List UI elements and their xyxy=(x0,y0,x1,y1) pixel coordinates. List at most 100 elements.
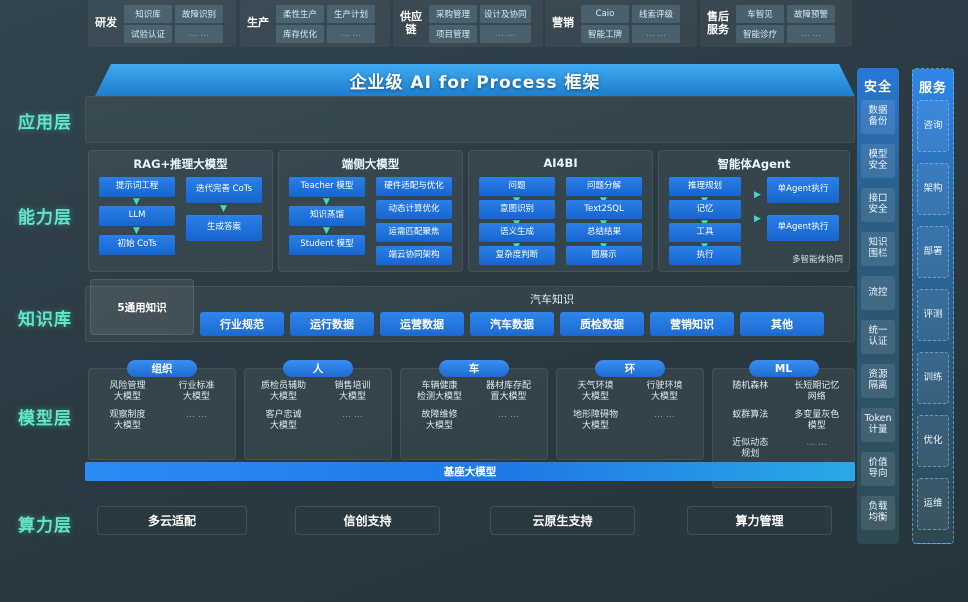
security-item[interactable]: 接口 安全 xyxy=(861,188,895,222)
app-group-0[interactable]: 研发 知识库 试验认证 故障识别… … xyxy=(88,0,236,47)
ability-chip[interactable]: 提示词工程 xyxy=(99,177,175,197)
model-item[interactable]: 随机森林 xyxy=(732,381,769,391)
app-chip[interactable]: 柔性生产 xyxy=(276,4,324,23)
app-group-2[interactable]: 供应链 采购管理 项目管理 设计及协同… … xyxy=(393,0,543,47)
model-item[interactable]: 天气环境 大模型 xyxy=(577,381,614,403)
ability-chip[interactable]: Text2SQL xyxy=(566,200,642,219)
model-item[interactable]: 车辆健康 检测大模型 xyxy=(416,381,462,403)
security-item[interactable]: 负载 均衡 xyxy=(861,496,895,530)
ability-chip[interactable]: 端云协同架构 xyxy=(376,246,452,265)
ability-chip[interactable]: 知识蒸馏 xyxy=(289,206,365,226)
app-chip[interactable]: 生产计划 xyxy=(327,4,375,23)
app-chip[interactable]: 设计及协同 xyxy=(480,4,531,23)
app-chip[interactable]: 故障预警 xyxy=(787,4,835,23)
compute-chip[interactable]: 多云适配 xyxy=(97,506,247,535)
ability-chip[interactable]: 单Agent执行 xyxy=(767,215,839,241)
model-item[interactable]: 销售培训 大模型 xyxy=(334,381,371,403)
security-item[interactable]: 数据 备份 xyxy=(861,100,895,134)
ability-chip[interactable]: 推理规划 xyxy=(669,177,741,196)
app-chip[interactable]: 库存优化 xyxy=(276,24,324,43)
kb-chip[interactable]: 运营数据 xyxy=(380,312,464,336)
model-column-pill[interactable]: ML xyxy=(748,360,819,377)
app-chip[interactable]: 车智见 xyxy=(736,4,784,23)
model-item[interactable]: 行业标准 大模型 xyxy=(178,381,215,403)
ability-chip[interactable]: 记忆 xyxy=(669,200,741,219)
ability-chip[interactable]: 问题分解 xyxy=(566,177,642,196)
ability-chip[interactable]: 单Agent执行 xyxy=(767,177,839,203)
model-item[interactable]: 长短期记忆 网络 xyxy=(794,381,840,403)
app-group-4[interactable]: 售后服务 车智见 智能诊疗 故障预警… … xyxy=(700,0,852,47)
ability-chip[interactable]: 问题 xyxy=(479,177,555,196)
ability-chip[interactable]: LLM xyxy=(99,206,175,226)
service-item[interactable]: 训练 xyxy=(917,352,949,404)
app-chip[interactable]: … … xyxy=(632,24,680,43)
model-item[interactable]: … … xyxy=(806,438,828,448)
service-item[interactable]: 部署 xyxy=(917,226,949,278)
ability-chip[interactable]: 复杂度判断 xyxy=(479,246,555,265)
security-item[interactable]: 统一 认证 xyxy=(861,320,895,354)
app-chip[interactable]: 智能诊疗 xyxy=(736,24,784,43)
app-group-1[interactable]: 生产 柔性生产 库存优化 生产计划… … xyxy=(240,0,390,47)
service-item[interactable]: 评测 xyxy=(917,289,949,341)
ability-chip[interactable]: 工具 xyxy=(669,223,741,242)
app-chip[interactable]: … … xyxy=(480,24,531,43)
ability-chip[interactable]: 初始 CoTs xyxy=(99,235,175,255)
ability-chip[interactable]: 生成答案 xyxy=(186,215,262,241)
ability-chip[interactable]: 硬件适配与优化 xyxy=(376,177,452,196)
ability-chip[interactable]: 总结结果 xyxy=(566,223,642,242)
service-item[interactable]: 运维 xyxy=(917,478,949,530)
app-chip[interactable]: 项目管理 xyxy=(429,24,477,43)
compute-chip[interactable]: 算力管理 xyxy=(687,506,832,535)
ability-chip[interactable]: 图展示 xyxy=(566,246,642,265)
kb-chip[interactable]: 质检数据 xyxy=(560,312,644,336)
app-group-3[interactable]: 营销 Caio 智能工牌 线索评级… … xyxy=(545,0,697,47)
ability-chip[interactable]: 语义生成 xyxy=(479,223,555,242)
model-item[interactable]: 近似动态 规划 xyxy=(732,438,769,460)
app-chip[interactable]: 智能工牌 xyxy=(581,24,629,43)
model-item[interactable]: 器材库存配 置大模型 xyxy=(485,381,531,403)
compute-chip[interactable]: 云原生支持 xyxy=(490,506,635,535)
model-column-pill[interactable]: 车 xyxy=(439,360,509,377)
security-item[interactable]: 价值 导向 xyxy=(861,452,895,486)
compute-chip[interactable]: 信创支持 xyxy=(295,506,440,535)
kb-chip[interactable]: 其他 xyxy=(740,312,824,336)
model-item[interactable]: 故障维修 大模型 xyxy=(421,409,458,431)
app-chip[interactable]: 试验认证 xyxy=(124,24,172,43)
model-item[interactable]: … … xyxy=(186,409,207,420)
model-column-pill[interactable]: 人 xyxy=(283,360,353,377)
model-column-pill[interactable]: 组织 xyxy=(127,360,197,377)
app-chip[interactable]: … … xyxy=(175,24,223,43)
model-item[interactable]: 地形障碍物 大模型 xyxy=(572,409,618,431)
ability-chip[interactable]: 运需匹配聚焦 xyxy=(376,223,452,242)
app-chip[interactable]: 采购管理 xyxy=(429,4,477,23)
app-chip[interactable]: 故障识别 xyxy=(175,4,223,23)
kb-chip[interactable]: 营销知识 xyxy=(650,312,734,336)
security-item[interactable]: 流控 xyxy=(861,276,895,310)
kb-chip[interactable]: 汽车数据 xyxy=(470,312,554,336)
app-chip[interactable]: 知识库 xyxy=(124,4,172,23)
app-chip[interactable]: 线索评级 xyxy=(632,4,680,23)
service-item[interactable]: 架构 xyxy=(917,163,949,215)
security-item[interactable]: 资源 隔离 xyxy=(861,364,895,398)
model-item[interactable]: 质检员辅助 大模型 xyxy=(260,381,306,403)
security-item[interactable]: 模型 安全 xyxy=(861,144,895,178)
security-item[interactable]: 知识 围栏 xyxy=(861,232,895,266)
model-item[interactable]: 蚁群算法 xyxy=(732,409,769,420)
model-item[interactable]: 观察制度 大模型 xyxy=(109,409,146,431)
model-item[interactable]: 行驶环境 大模型 xyxy=(646,381,683,403)
ability-chip[interactable]: 执行 xyxy=(669,246,741,265)
model-column-pill[interactable]: 环 xyxy=(595,360,665,377)
ability-chip[interactable]: Teacher 模型 xyxy=(289,177,365,197)
ability-chip[interactable]: 迭代完善 CoTs xyxy=(186,177,262,203)
model-item[interactable]: … … xyxy=(654,409,675,420)
security-item[interactable]: Token 计量 xyxy=(861,408,895,442)
ability-chip[interactable]: 意图识别 xyxy=(479,200,555,219)
app-chip[interactable]: Caio xyxy=(581,4,629,23)
model-item[interactable]: 客户忠诚 大模型 xyxy=(265,409,302,431)
model-item[interactable]: 风险管理 大模型 xyxy=(109,381,146,403)
kb-chip[interactable]: 行业规范 xyxy=(200,312,284,336)
ability-chip[interactable]: Student 模型 xyxy=(289,235,365,255)
app-chip[interactable]: … … xyxy=(787,24,835,43)
service-item[interactable]: 优化 xyxy=(917,415,949,467)
kb-chip[interactable]: 运行数据 xyxy=(290,312,374,336)
